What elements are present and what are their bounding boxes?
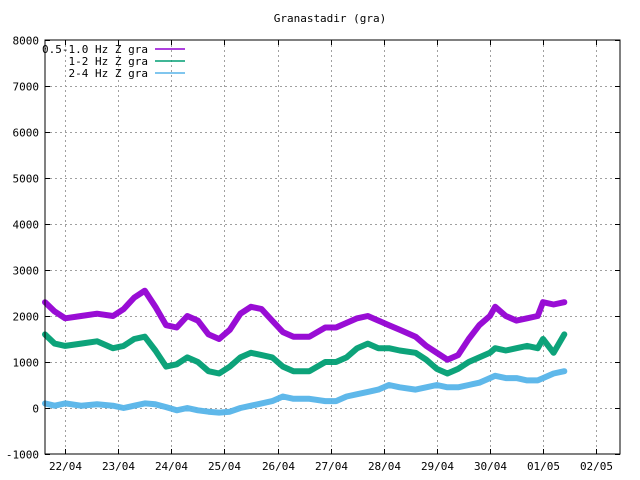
x-tick-label: 26/04 [262,460,295,473]
x-tick-label: 01/05 [527,460,560,473]
y-tick-label: 4000 [13,219,40,232]
grid [45,40,620,454]
x-tick-label: 24/04 [155,460,188,473]
x-tick-label: 25/04 [208,460,241,473]
y-tick-label: 5000 [13,173,40,186]
y-tick-label: 1000 [13,357,40,370]
legend-label: 0.5-1.0 Hz Z gra [42,43,148,56]
x-tick-label: 30/04 [474,460,507,473]
x-tick-label: 22/04 [49,460,82,473]
y-tick-label: 8000 [13,35,40,48]
x-tick-label: 29/04 [421,460,454,473]
x-tick-label: 23/04 [102,460,135,473]
y-tick-label: -1000 [6,449,39,462]
series-layer [42,287,568,416]
x-tick-label: 02/05 [580,460,613,473]
legend-label: 2-4 Hz Z gra [69,67,148,80]
y-tick-label: 0 [32,403,39,416]
y-tick-label: 3000 [13,265,40,278]
chart-title: Granastadir (gra) [274,12,387,25]
y-tick-label: 2000 [13,311,40,324]
x-tick-label: 28/04 [368,460,401,473]
series-line-3 [42,368,568,416]
legend-label: 1-2 Hz Z gra [69,55,148,68]
y-tick-label: 7000 [13,81,40,94]
x-tick-label: 27/04 [315,460,348,473]
series-line-1 [42,287,568,363]
plot-frame [44,39,621,455]
series-line-2 [42,331,568,377]
axes: -1000 0 1000 2000 3000 4000 5000 6000 7000 8000 22… [6,35,620,473]
y-tick-label: 6000 [13,127,40,140]
